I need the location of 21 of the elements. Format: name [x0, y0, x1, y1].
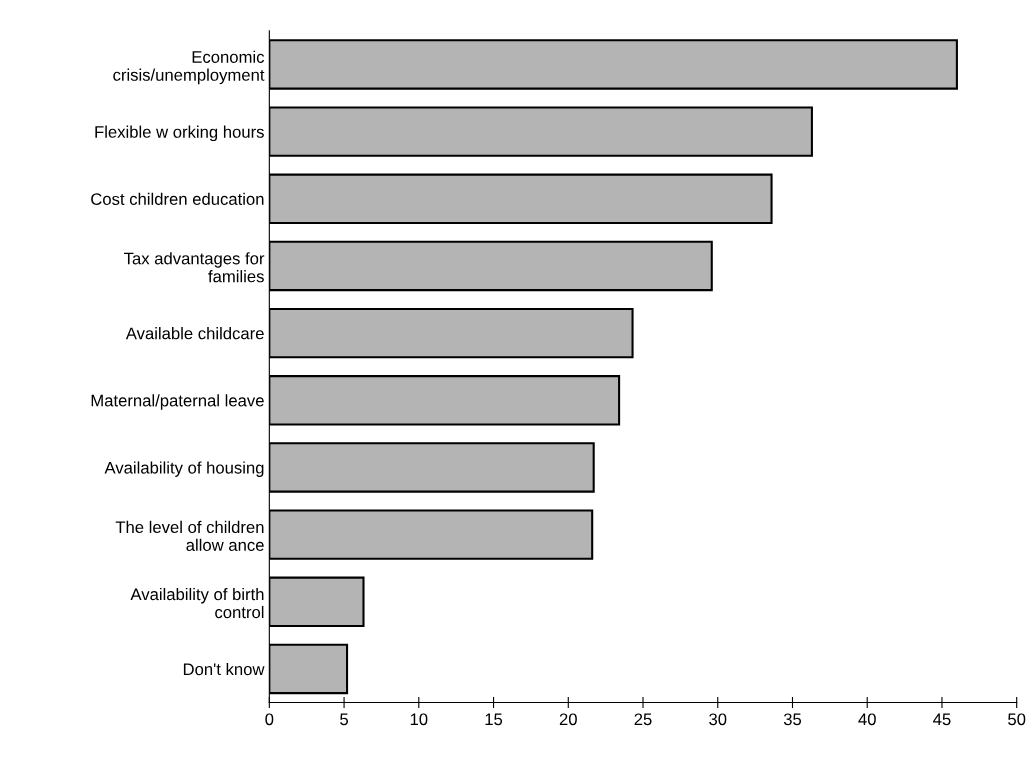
x-tick-label: 15 [485, 713, 503, 726]
x-tick-label: 30 [709, 713, 727, 726]
x-tick-label: 35 [783, 713, 802, 726]
y-tick-label: Tax advantages for families [124, 252, 265, 283]
x-tick-label: 25 [634, 713, 652, 726]
x-tick-label: 20 [559, 713, 577, 726]
x-tick-label: 0 [265, 713, 274, 726]
y-tick-label: Available childcare [125, 327, 264, 340]
x-tick-label: 5 [340, 713, 349, 726]
y-tick-label: Don't know [183, 662, 265, 676]
x-tick-label: 50 [1008, 713, 1026, 726]
y-tick-label: Availability of housing [104, 461, 264, 477]
x-tick-label: 40 [858, 713, 876, 726]
y-tick-label: Cost children education [91, 192, 264, 205]
x-tick-label: 10 [410, 713, 428, 726]
x-tick-label: 45 [933, 713, 951, 726]
y-tick-label: Flexible w orking hours [95, 125, 264, 142]
y-tick-label: Maternal/paternal leave [91, 394, 264, 410]
y-tick-label: Economic crisis/unemployment [113, 50, 265, 85]
y-tick-label: Availability of birth control [130, 587, 264, 619]
y-tick-label: The level of children allow ance [115, 520, 264, 551]
